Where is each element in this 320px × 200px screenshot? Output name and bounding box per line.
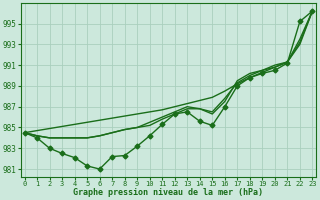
X-axis label: Graphe pression niveau de la mer (hPa): Graphe pression niveau de la mer (hPa)	[74, 188, 263, 197]
